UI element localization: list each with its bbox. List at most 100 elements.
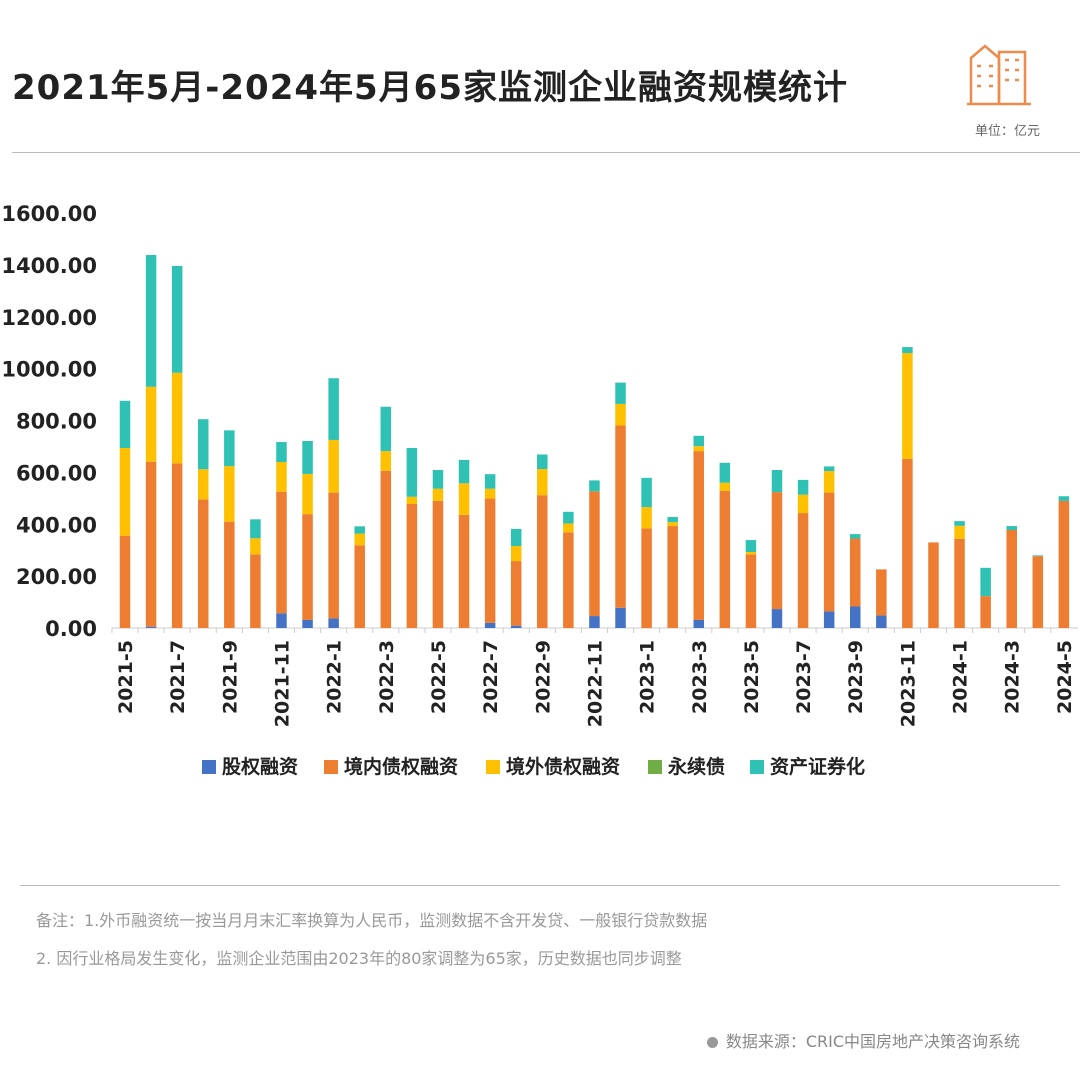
x-tick-label: 2022-3 [376, 640, 398, 714]
x-tick-label: 2024-5 [1054, 640, 1076, 714]
bar-segment [563, 523, 574, 533]
bar-segment [510, 546, 522, 562]
bar-segment [171, 463, 183, 628]
bar-segment [797, 513, 809, 628]
bar-segment [224, 521, 235, 628]
x-tick-label: 2022-5 [428, 640, 450, 714]
bar-segment [328, 618, 339, 628]
bar-segment [771, 470, 783, 493]
bar-segment [745, 554, 757, 628]
bar-segment [849, 534, 861, 539]
bar-segment [145, 461, 157, 627]
bar-segment [980, 596, 991, 628]
bar-segment [458, 514, 470, 628]
bar-segment [119, 400, 131, 448]
legend-label: 股权融资 [222, 755, 298, 778]
bar-segment [719, 462, 731, 483]
bar-segment [563, 532, 574, 628]
bar-segment [589, 616, 600, 628]
bar-segment [171, 265, 183, 373]
bar-segment [1058, 500, 1070, 628]
legend-swatch [750, 760, 764, 774]
x-tick-label: 2023-11 [897, 640, 919, 727]
bar-segment [902, 458, 913, 628]
bar-segment [823, 471, 835, 493]
bar-segment [145, 255, 157, 387]
bar-segment [954, 538, 965, 628]
x-tick-label: 2023-7 [793, 640, 815, 714]
x-tick-label: 2023-5 [741, 640, 763, 714]
bar-segment [354, 526, 365, 534]
bar-segment [458, 459, 470, 484]
bar-segment [432, 488, 444, 501]
bar-segment [615, 607, 626, 628]
bar-segment [354, 545, 365, 628]
bar-segment [276, 462, 287, 492]
bar-segment [484, 622, 496, 628]
bar-segment [406, 447, 418, 497]
y-tick-label: 1000.00 [1, 358, 97, 382]
bar-segment [823, 492, 835, 612]
bar-segment [693, 451, 705, 620]
bar-segment [224, 466, 235, 522]
x-tick-label: 2022-7 [480, 640, 502, 714]
title-divider [12, 152, 1080, 153]
bar-segment [719, 482, 731, 491]
bar-segment [693, 435, 705, 447]
bar-segment [458, 483, 470, 515]
bar-segment [823, 466, 835, 472]
bar-segment [537, 495, 548, 628]
legend-swatch [324, 760, 338, 774]
bar-segment [589, 480, 600, 492]
legend-swatch [486, 760, 500, 774]
y-tick-label: 800.00 [16, 410, 97, 434]
bar-segment [823, 611, 835, 628]
bar-segment [510, 625, 522, 628]
bar-segment [954, 525, 965, 539]
bar-segment [667, 526, 678, 628]
y-tick-label: 600.00 [16, 461, 97, 485]
bar-segment [145, 626, 157, 628]
bar-segment [693, 619, 705, 628]
bar-segment [406, 496, 418, 505]
bar-segment [615, 382, 626, 404]
bar-segment [276, 491, 287, 614]
bar-segment [797, 494, 809, 514]
legend-label: 资产证券化 [770, 755, 865, 778]
bar-segment [589, 491, 600, 617]
bar-segment [797, 479, 809, 495]
bar-segment [224, 430, 235, 467]
notes-divider [20, 885, 1060, 886]
bar-segment [641, 477, 652, 508]
bullet-icon [706, 1037, 718, 1048]
bar-segment [380, 470, 392, 628]
y-tick-label: 1200.00 [1, 306, 97, 330]
bar-segment [484, 498, 496, 623]
y-tick-label: 0.00 [45, 617, 97, 641]
bar-segment [250, 554, 261, 628]
bar-segment [302, 440, 313, 474]
x-tick-label: 2023-3 [689, 640, 711, 714]
bar-segment [432, 500, 444, 628]
bar-segment [876, 615, 887, 628]
bar-segment [432, 470, 444, 489]
bar-segment [302, 473, 313, 515]
bar-segment [380, 406, 392, 452]
bar-segment [693, 446, 705, 452]
bar-segment [1032, 556, 1044, 628]
bar-segment [197, 499, 209, 628]
bar-segment [615, 425, 626, 608]
bar-segment [719, 490, 731, 628]
note-2: 2. 因行业格局发生变化，监测企业范围由2023年的80家调整为65家，历史数据… [36, 949, 682, 968]
bar-segment [537, 454, 548, 470]
legend-label: 永续债 [667, 755, 725, 778]
bar-segment [876, 569, 887, 616]
note-1: 备注：1.外币融资统一按当月月末汇率换算为人民币，监测数据不含开发贷、一般银行贷… [36, 911, 708, 930]
bar-segment [328, 439, 339, 493]
bar-segment [197, 469, 209, 500]
x-tick-label: 2023-9 [845, 640, 867, 714]
bar-segment [510, 528, 522, 547]
bar-segment [771, 609, 783, 628]
bar-segment [328, 378, 339, 440]
legend-label: 境内债权融资 [344, 755, 458, 778]
